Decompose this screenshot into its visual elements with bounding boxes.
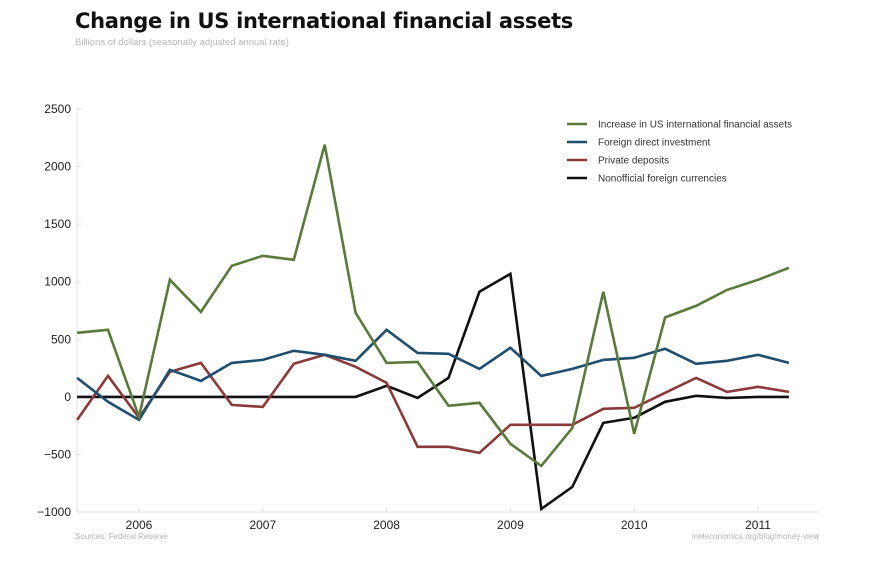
chart-subtitle: Billions of dollars (seasonally adjusted…	[75, 37, 289, 48]
series-line-increase-in-us-international-financial-assets	[76, 144, 790, 468]
legend-label: Nonofficial foreign currencies	[598, 174, 727, 185]
legend-label: Private deposits	[598, 156, 669, 167]
x-tick-label: 2006	[126, 518, 153, 532]
legend: Increase in US international financial a…	[567, 120, 792, 185]
series-lines	[76, 144, 790, 512]
credit-note: ineteconomics.org/blog/money-view	[691, 532, 819, 541]
legend-label: Foreign direct investment	[598, 138, 710, 149]
y-tick-label: 1000	[44, 275, 71, 289]
series-line-foreign-direct-investment	[76, 328, 790, 422]
axes: 2500 2000 1500 1000 500 0 −500 −1000 2006 2007 200…	[37, 102, 820, 532]
y-tick-label: 1500	[44, 217, 71, 231]
y-tick-label: −1000	[37, 505, 71, 519]
series-line-private-deposits	[76, 353, 790, 455]
chart-title: Change in US international financial ass…	[75, 9, 574, 33]
y-tick-label: 2000	[44, 160, 71, 174]
x-tick-label: 2008	[373, 518, 400, 532]
x-tick-label: 2010	[621, 518, 648, 532]
series-line-nonofficial-foreign-currencies	[77, 271, 789, 512]
x-tick-label: 2007	[249, 518, 276, 532]
x-tick-label: 2011	[745, 518, 771, 532]
y-tick-label: 0	[64, 390, 71, 404]
legend-label: Increase in US international financial a…	[598, 120, 792, 131]
x-tick-label: 2009	[497, 518, 524, 532]
y-tick-label: 2500	[44, 102, 71, 116]
source-note: Sources: Federal Reserve	[75, 532, 168, 541]
y-tick-label: 500	[51, 332, 71, 346]
y-tick-label: −500	[44, 447, 71, 461]
